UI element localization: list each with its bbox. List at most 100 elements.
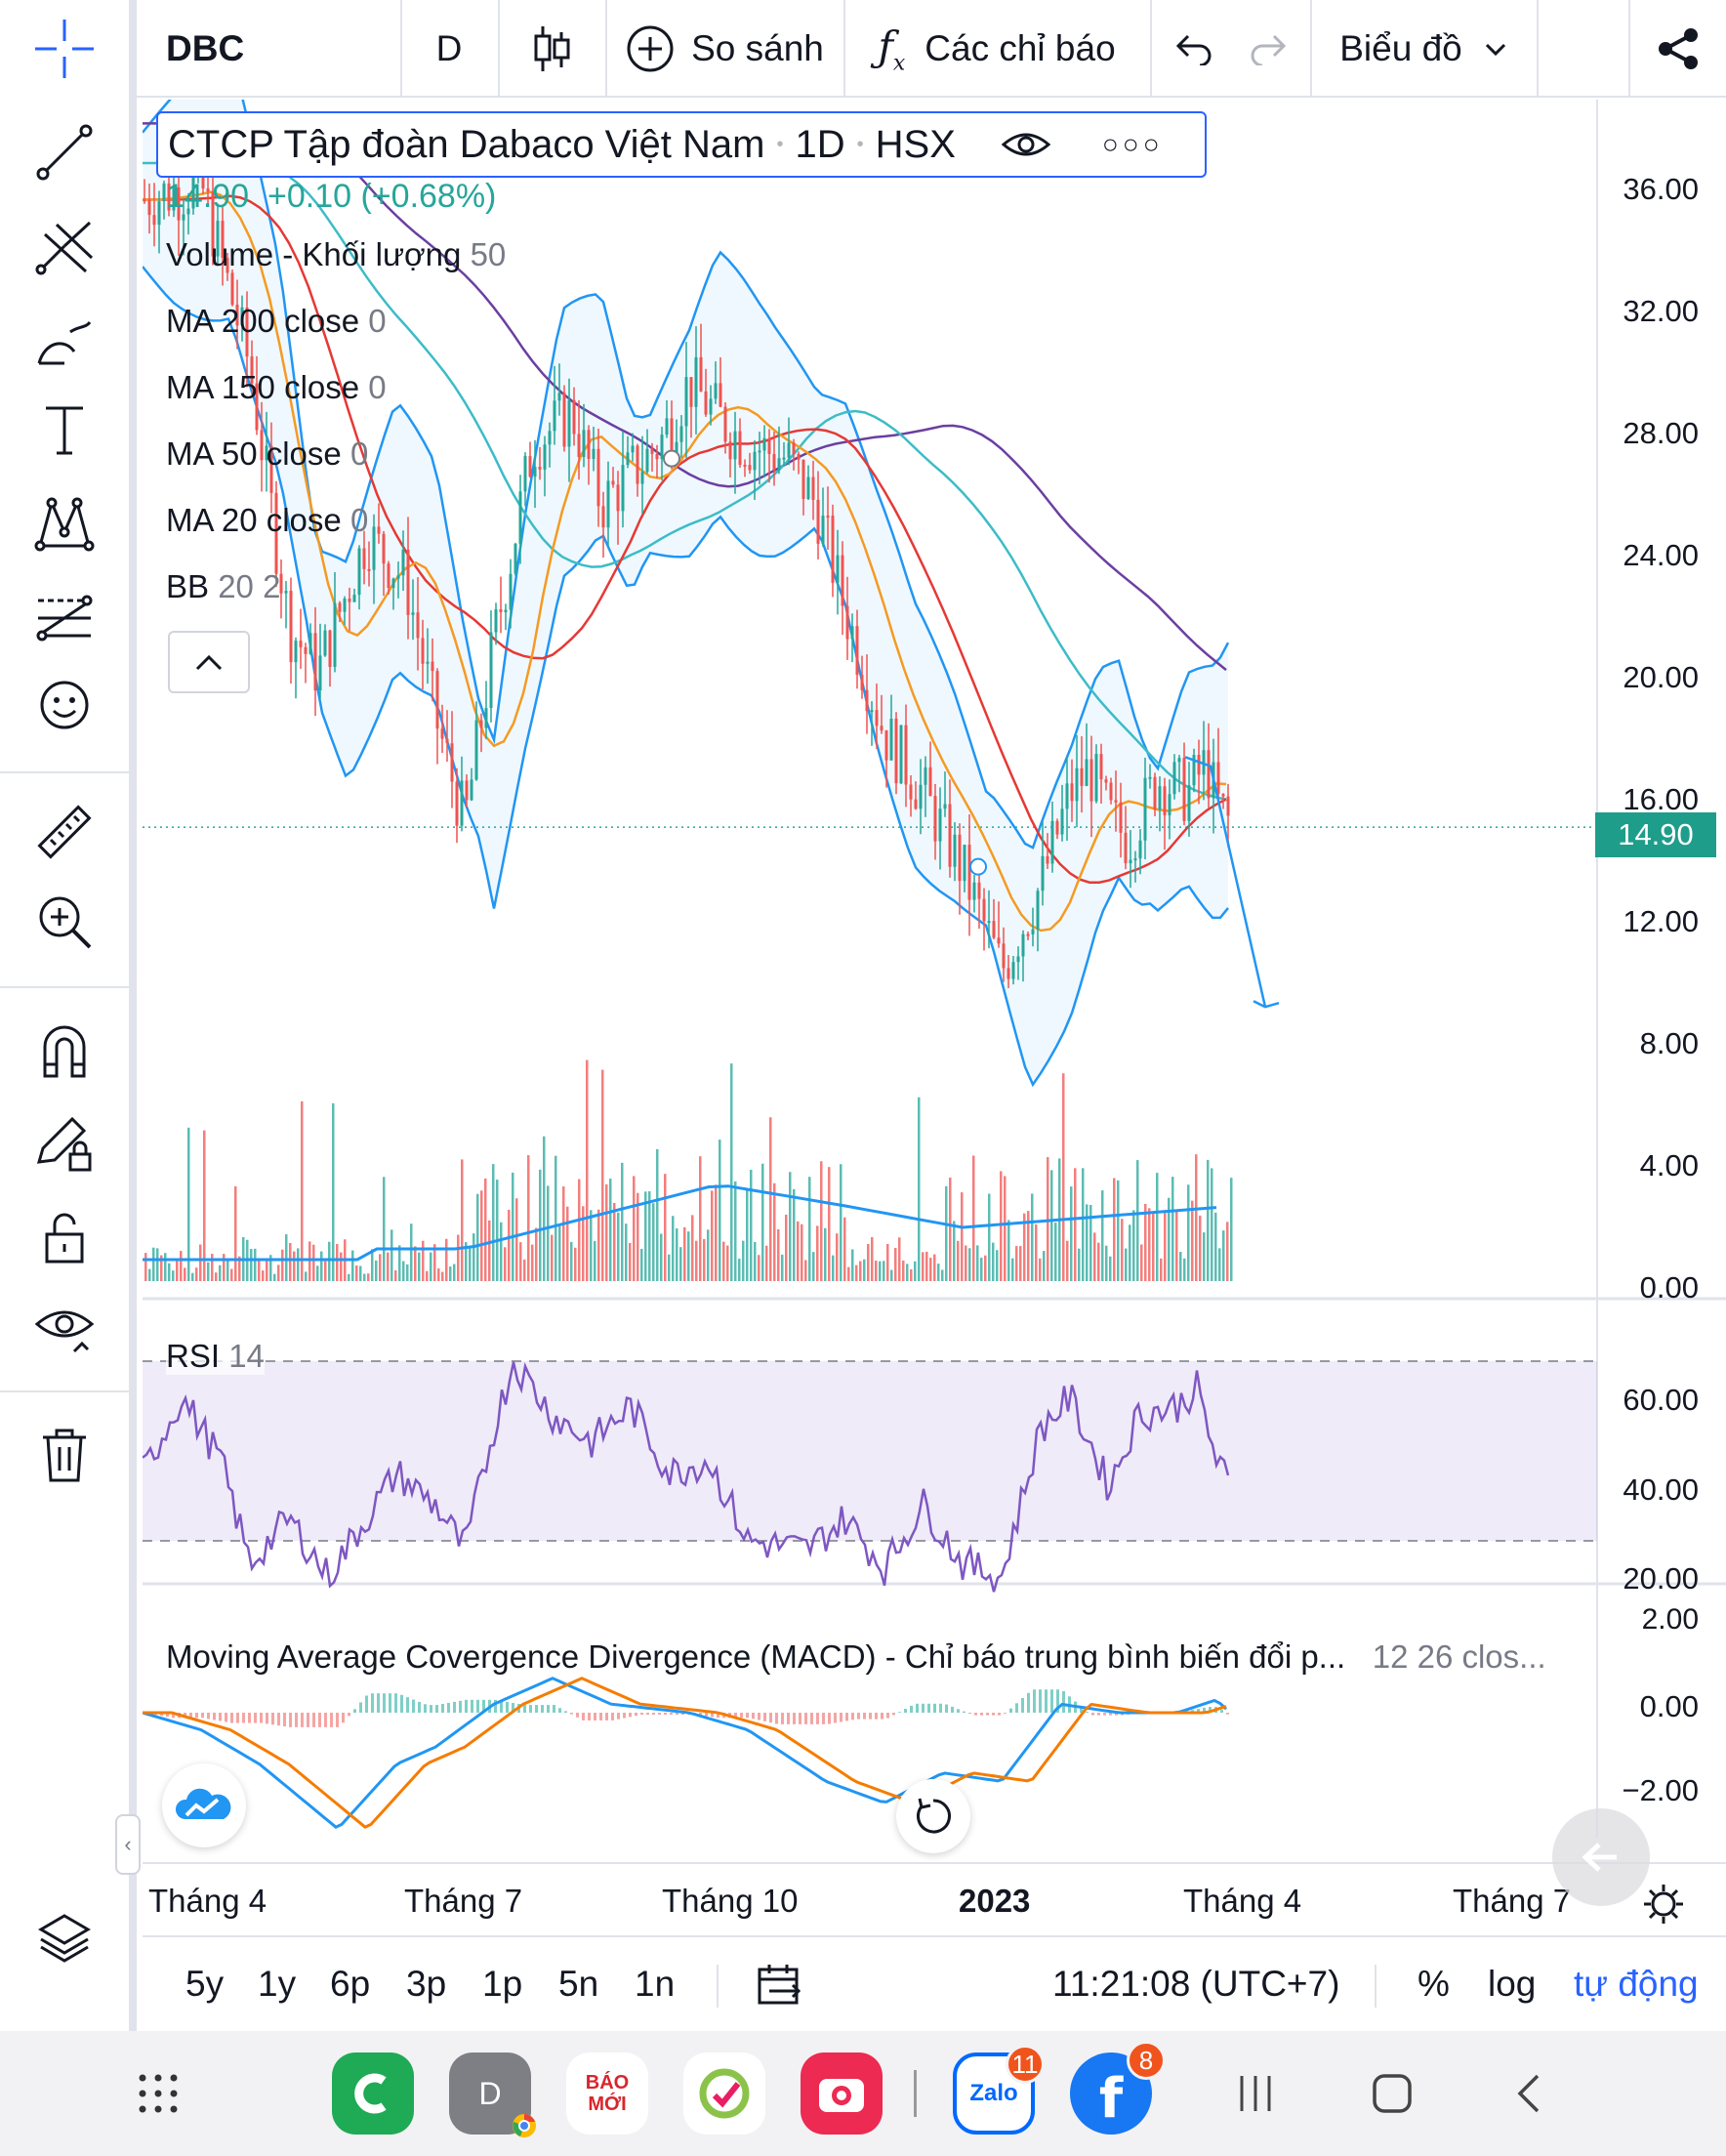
share-button[interactable] xyxy=(1630,0,1726,98)
symbol-button[interactable]: DBC xyxy=(137,0,400,98)
range-1y-button[interactable]: 1y xyxy=(258,1964,297,2004)
macd-histogram-bar xyxy=(424,1704,427,1713)
redo-button[interactable] xyxy=(1226,0,1310,98)
camera-app-icon[interactable] xyxy=(801,2052,883,2135)
clock-timezone[interactable]: 11:21:08 (UTC+7) xyxy=(1052,1964,1340,2004)
macd-legend[interactable]: Moving Average Covergence Divergence (MA… xyxy=(166,1638,1546,1676)
symbol-legend[interactable]: CTCP Tập đoàn Dabaco Việt Nam • 1D • HSX… xyxy=(156,111,1207,178)
volume-bar xyxy=(789,1172,792,1281)
chart-area[interactable]: CTCP Tập đoàn Dabaco Việt Nam • 1D • HSX… xyxy=(143,100,1726,1935)
compare-button[interactable]: So sánh xyxy=(607,0,842,98)
legend-interval: 1D xyxy=(795,122,845,166)
reset-chart-button[interactable] xyxy=(896,1779,970,1853)
magnet-tool[interactable] xyxy=(29,1016,100,1086)
tradingview-logo-button[interactable] xyxy=(162,1763,246,1847)
indicator-row-ma50[interactable]: MA 50 close 0 xyxy=(166,435,368,473)
recent-apps-button[interactable] xyxy=(1214,2052,1296,2135)
macd-histogram-bar xyxy=(1062,1691,1065,1713)
range-3m-button[interactable]: 3p xyxy=(406,1964,447,2004)
emoji-tool[interactable] xyxy=(29,670,100,740)
indicator-row-ma150[interactable]: MA 150 close 0 xyxy=(166,369,387,406)
money-app-icon[interactable] xyxy=(683,2052,765,2135)
range-5y-button[interactable]: 5y xyxy=(185,1964,225,2004)
volume-bar xyxy=(1195,1154,1198,1281)
fib-tool[interactable] xyxy=(29,584,100,654)
interval-button[interactable]: D xyxy=(402,0,496,98)
volume-bar xyxy=(1113,1178,1116,1281)
macd-histogram-bar xyxy=(564,1711,567,1713)
auto-scale-button[interactable]: tự động xyxy=(1574,1964,1699,2004)
macd-histogram-bar xyxy=(476,1699,479,1713)
candle-body xyxy=(992,921,996,938)
candlestick-icon xyxy=(534,26,570,71)
chart-type-dropdown[interactable]: Biểu đồ xyxy=(1312,0,1537,98)
go-to-date-button[interactable] xyxy=(756,1937,804,2031)
candle-body xyxy=(479,720,483,728)
macd-histogram-bar xyxy=(992,1713,995,1716)
object-tree-tool[interactable] xyxy=(29,1902,100,1972)
indicator-row-volume[interactable]: Volume - Khối lượng 50 xyxy=(166,236,506,273)
indicators-button[interactable]: ƒx Các chỉ báo xyxy=(845,0,1148,98)
delete-drawings-tool[interactable] xyxy=(29,1420,100,1490)
lock-drawing-tool[interactable] xyxy=(29,1107,100,1178)
volume-bar xyxy=(312,1244,315,1281)
macd-histogram-bar xyxy=(1015,1703,1018,1713)
candle-body xyxy=(1016,956,1020,963)
undo-button[interactable] xyxy=(1152,0,1236,98)
legend-exchange: HSX xyxy=(875,122,956,166)
volume-bar xyxy=(558,1225,561,1281)
collapse-toolbar-handle[interactable]: ‹ xyxy=(115,1814,141,1875)
more-icon[interactable]: ○○○ xyxy=(1101,129,1164,159)
range-5d-button[interactable]: 5n xyxy=(558,1964,599,2004)
volume-bar xyxy=(597,1209,600,1281)
chart-canvas[interactable] xyxy=(143,100,1726,1935)
pattern-tool[interactable] xyxy=(29,488,100,559)
eye-icon[interactable] xyxy=(1001,125,1051,164)
zalo-app-icon[interactable]: Zalo 11 xyxy=(953,2045,1045,2135)
drive-shortcut-icon[interactable]: D xyxy=(449,2052,536,2137)
candle-body xyxy=(699,356,703,392)
chart-settings-button[interactable] xyxy=(1636,1877,1691,1931)
price-tick: 4.00 xyxy=(1639,1148,1699,1182)
volume-bar xyxy=(1105,1245,1108,1281)
facebook-app-icon[interactable]: f 8 xyxy=(1070,2041,1166,2135)
scroll-to-realtime-button[interactable] xyxy=(1552,1808,1650,1906)
phone-app-icon[interactable] xyxy=(332,2052,414,2135)
macd-histogram-bar xyxy=(588,1713,591,1721)
trendline-tool[interactable] xyxy=(29,117,100,187)
volume-bar xyxy=(1121,1219,1124,1281)
percent-scale-button[interactable]: % xyxy=(1418,1964,1450,2004)
indicator-row-ma200[interactable]: MA 200 close 0 xyxy=(166,303,387,340)
baomoi-app-icon[interactable]: BÁO MỚI xyxy=(566,2052,648,2135)
range-1m-button[interactable]: 1p xyxy=(482,1964,523,2004)
home-button[interactable] xyxy=(1351,2052,1433,2135)
app-drawer-button[interactable] xyxy=(117,2052,199,2135)
log-scale-button[interactable]: log xyxy=(1488,1964,1537,2004)
ruler-tool[interactable] xyxy=(29,797,100,867)
text-tool[interactable] xyxy=(29,394,100,465)
volume-bar xyxy=(1027,1211,1030,1281)
pitchfork-tool[interactable] xyxy=(29,211,100,281)
brush-tool[interactable] xyxy=(29,307,100,377)
hide-drawings-tool[interactable] xyxy=(29,1295,100,1365)
ruler-icon xyxy=(37,805,92,859)
time-tick: Tháng 10 xyxy=(662,1883,799,1919)
range-6m-button[interactable]: 6p xyxy=(330,1964,371,2004)
macd-histogram-bar xyxy=(441,1704,444,1713)
macd-histogram-bar xyxy=(512,1702,514,1713)
candle-body xyxy=(279,573,283,594)
indicator-row-ma20[interactable]: MA 20 close 0 xyxy=(166,502,368,539)
crosshair-tool[interactable] xyxy=(29,14,100,84)
volume-bar xyxy=(797,1221,800,1281)
symbol-label: DBC xyxy=(166,28,245,68)
back-button[interactable] xyxy=(1488,2052,1570,2135)
rsi-legend[interactable]: RSI 14 xyxy=(166,1338,265,1375)
indicator-row-bb[interactable]: BB 20 2 xyxy=(166,568,280,605)
collapse-legend-button[interactable] xyxy=(168,631,250,693)
zoom-in-tool[interactable] xyxy=(29,887,100,957)
candle-style-button[interactable] xyxy=(500,0,603,98)
macd-histogram-bar xyxy=(1021,1698,1024,1713)
candle-body xyxy=(1046,855,1049,864)
range-1d-button[interactable]: 1n xyxy=(635,1964,676,2004)
unlock-tool[interactable] xyxy=(29,1203,100,1273)
